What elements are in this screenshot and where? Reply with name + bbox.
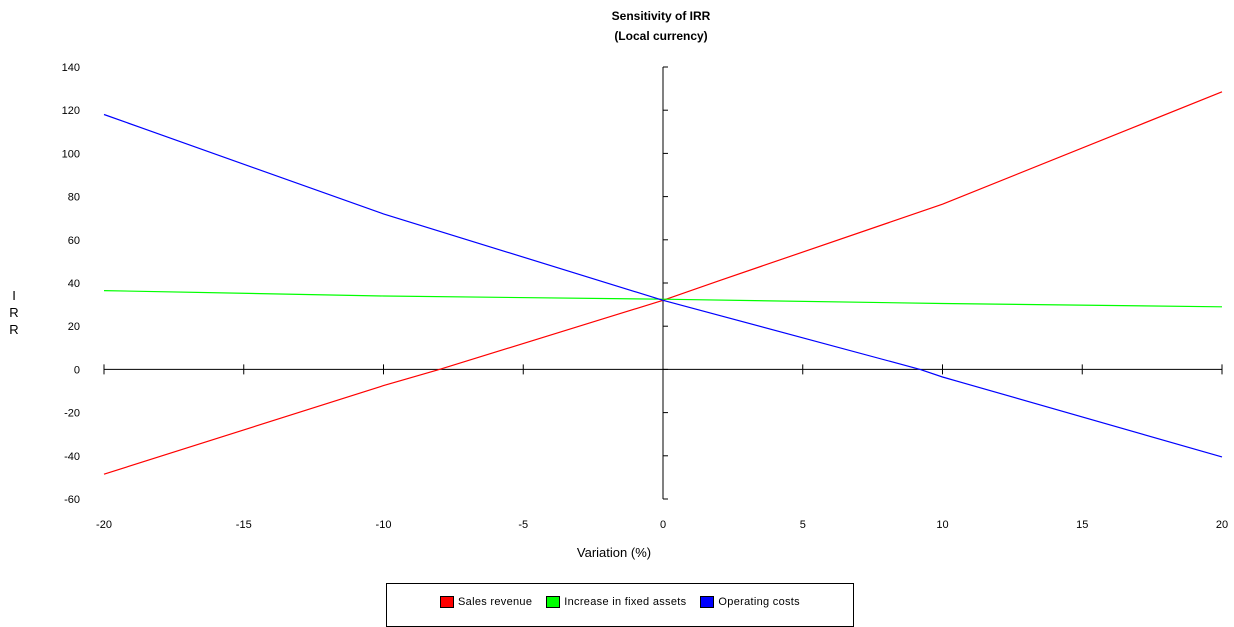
legend-label: Sales revenue xyxy=(458,596,533,608)
x-axis-label: Variation (%) xyxy=(577,545,651,560)
x-tick-label: 20 xyxy=(1216,519,1228,531)
y-axis-label-char: I xyxy=(12,288,16,303)
legend-item-2: Increase in fixed assets xyxy=(546,596,686,608)
x-tick-label: 0 xyxy=(660,519,666,531)
x-tick-label: -20 xyxy=(96,519,112,531)
y-tick-label: 40 xyxy=(68,278,80,290)
y-tick-label: 80 xyxy=(68,192,80,204)
x-tick-label: 15 xyxy=(1076,519,1088,531)
axes: -20 -15 -10 -5 0 5 10 15 20 140 120 100 80 60 40 20 0 -20… xyxy=(62,62,1228,531)
y-axis-label-char: R xyxy=(9,322,18,337)
y-axis-label-char: R xyxy=(9,305,18,320)
x-tick-label: -10 xyxy=(376,519,392,531)
legend-label: Operating costs xyxy=(718,596,800,608)
y-tick-label: 20 xyxy=(68,321,80,333)
series-line-1 xyxy=(103,91,1223,475)
legend-item-3: Operating costs xyxy=(700,596,800,608)
y-tick-label: -60 xyxy=(64,494,80,506)
x-tick-label: 5 xyxy=(800,519,806,531)
legend-item-1: Sales revenue xyxy=(440,596,532,608)
x-tick-label: -15 xyxy=(236,519,252,531)
y-tick-label: 60 xyxy=(68,235,80,247)
chart-subtitle: (Local currency) xyxy=(614,29,707,43)
series-line-2 xyxy=(103,290,1223,308)
x-tick-label: 10 xyxy=(936,519,948,531)
y-tick-label: 120 xyxy=(62,105,80,117)
y-axis-label: IRR xyxy=(9,288,18,337)
x-tick-label: -5 xyxy=(518,519,528,531)
y-tick-label: 0 xyxy=(74,364,80,376)
chart-title: Sensitivity of IRR xyxy=(612,9,711,23)
legend-label: Increase in fixed assets xyxy=(564,596,687,608)
y-tick-label: 140 xyxy=(62,62,80,74)
series-group xyxy=(103,91,1223,475)
legend-swatch xyxy=(440,596,455,608)
legend-swatch xyxy=(546,596,561,608)
y-tick-label: -40 xyxy=(64,451,80,463)
legend: Sales revenue Increase in fixed assets Ope… xyxy=(386,583,854,627)
y-tick-label: -20 xyxy=(64,408,80,420)
legend-swatch xyxy=(700,596,715,608)
y-tick-label: 100 xyxy=(62,148,80,160)
series-line-3 xyxy=(103,113,1223,458)
